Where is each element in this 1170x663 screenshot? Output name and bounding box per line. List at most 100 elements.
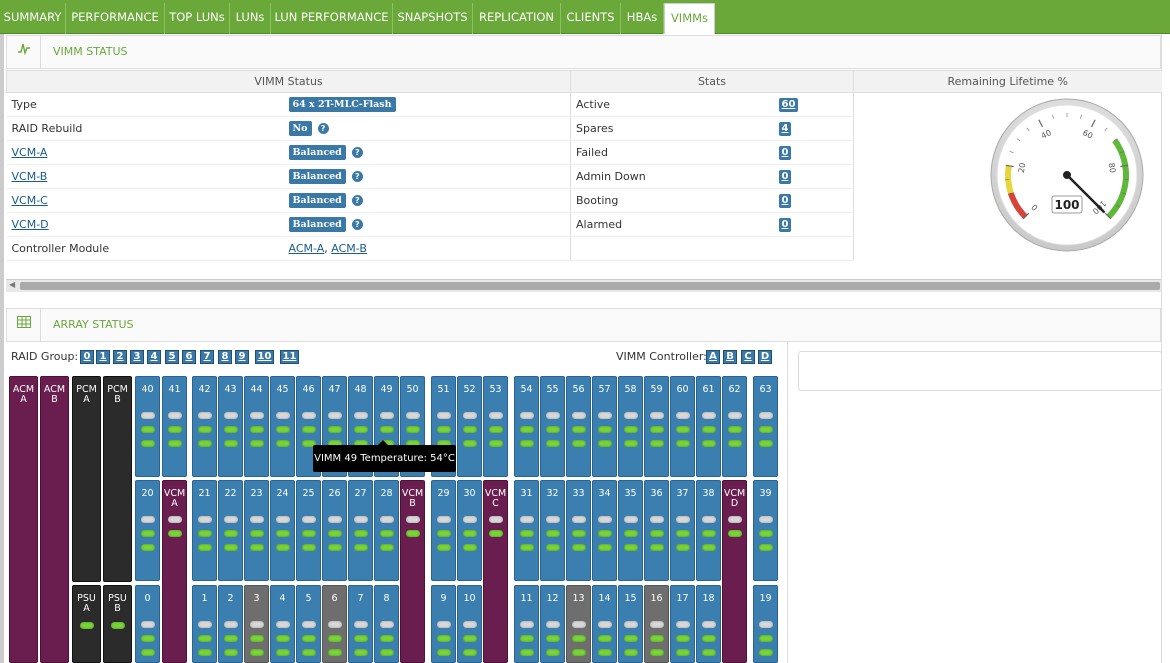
vimm-slot[interactable]: 39 — [753, 480, 778, 581]
vimm-controller-button[interactable]: B — [723, 350, 737, 364]
vimm-slot[interactable]: 62 — [722, 376, 747, 477]
vimm-slot[interactable]: 1 — [192, 585, 217, 663]
vimm-slot[interactable]: 28 — [374, 480, 399, 581]
vimm-slot[interactable]: 63 — [753, 376, 778, 477]
stat-admin-down-value[interactable]: 0 — [778, 170, 792, 184]
raid-group-button[interactable]: 8 — [218, 350, 232, 364]
vimm-slot[interactable]: 31 — [514, 480, 539, 581]
scrollbar-thumb[interactable] — [20, 282, 1160, 290]
vimm-slot[interactable]: 37 — [670, 480, 695, 581]
vimm-slot[interactable]: 40 — [135, 376, 160, 477]
vimm-slot[interactable]: 17 — [670, 585, 695, 663]
raid-group-button[interactable]: 5 — [165, 350, 179, 364]
vcm-a-link[interactable]: VCM-A — [11, 146, 48, 159]
vimm-slot[interactable]: 54 — [514, 376, 539, 477]
tab-performance[interactable]: PERFORMANCE — [66, 3, 165, 34]
vimm-slot[interactable]: 30 — [457, 480, 482, 581]
vimm-slot[interactable]: 58 — [618, 376, 643, 477]
vimm-slot[interactable]: 57 — [592, 376, 617, 477]
vimm-slot[interactable]: 12 — [540, 585, 565, 663]
acm-b-link[interactable]: ACM-B — [331, 242, 367, 255]
scroll-left-icon[interactable]: ◀ — [9, 280, 16, 289]
help-icon[interactable]: ? — [351, 170, 363, 182]
stat-active-value[interactable]: 60 — [778, 98, 799, 112]
tab-summary[interactable]: SUMMARY — [0, 3, 66, 34]
vcm-b-link[interactable]: VCM-B — [11, 170, 48, 183]
tab-hbas[interactable]: HBAs — [621, 3, 664, 34]
vcm-d-link[interactable]: VCM-D — [11, 218, 49, 231]
vcm-c-link[interactable]: VCM-C — [11, 194, 48, 207]
vimm-slot[interactable]: 9 — [431, 585, 456, 663]
vimm-slot[interactable]: 56 — [566, 376, 591, 477]
vimm-controller-button[interactable]: A — [706, 350, 720, 364]
tab-luns[interactable]: LUNs — [230, 3, 271, 34]
psu-a-module[interactable]: PSU A — [72, 585, 101, 663]
vimm-slot[interactable]: 52 — [457, 376, 482, 477]
raid-group-button[interactable]: 9 — [235, 350, 249, 364]
stat-alarmed-value[interactable]: 0 — [778, 218, 792, 232]
vimm-slot[interactable]: 20 — [135, 480, 160, 581]
acm-a-link[interactable]: ACM-A — [288, 242, 325, 255]
vcm-module[interactable]: VCM B — [400, 480, 425, 663]
vimm-slot[interactable]: 14 — [592, 585, 617, 663]
acm-a-module[interactable]: ACM A — [9, 376, 38, 663]
stat-booting-value[interactable]: 0 — [778, 194, 792, 208]
tab-clients[interactable]: CLIENTS — [561, 3, 621, 34]
tab-top-luns[interactable]: TOP LUNs — [165, 3, 230, 34]
vimm-slot[interactable]: 27 — [348, 480, 373, 581]
help-icon[interactable]: ? — [351, 218, 363, 230]
vimm-slot[interactable]: 21 — [192, 480, 217, 581]
vimm-slot[interactable]: 33 — [566, 480, 591, 581]
vimm-slot[interactable]: 5 — [296, 585, 321, 663]
raid-group-button[interactable]: 10 — [255, 350, 274, 364]
raid-group-button[interactable]: 11 — [280, 350, 299, 364]
vimm-slot[interactable]: 60 — [670, 376, 695, 477]
psu-b-module[interactable]: PSU B — [103, 585, 132, 663]
raid-group-button[interactable]: 4 — [147, 350, 161, 364]
pcm-a-module[interactable]: PCM A — [72, 376, 101, 582]
raid-group-button[interactable]: 6 — [182, 350, 196, 364]
tab-vimms[interactable]: VIMMs — [664, 3, 715, 34]
raid-group-button[interactable]: 0 — [80, 350, 94, 364]
vimm-slot[interactable]: 59 — [644, 376, 669, 477]
vimm-controller-button[interactable]: D — [758, 350, 772, 364]
vimm-slot[interactable]: 25 — [296, 480, 321, 581]
vimm-slot[interactable]: 44 — [244, 376, 269, 477]
vimm-slot[interactable]: 24 — [270, 480, 295, 581]
vimm-slot[interactable]: 42 — [192, 376, 217, 477]
tab-lun-performance[interactable]: LUN PERFORMANCE — [271, 3, 393, 34]
vimm-slot[interactable]: 2 — [218, 585, 243, 663]
vimm-slot[interactable]: 53 — [483, 376, 508, 477]
vimm-slot[interactable]: 7 — [348, 585, 373, 663]
vimm-slot[interactable]: 36 — [644, 480, 669, 581]
vimm-slot[interactable]: 26 — [322, 480, 347, 581]
vimm-slot[interactable]: 3 — [244, 585, 269, 663]
horizontal-scrollbar[interactable]: ◀ — [6, 279, 1161, 292]
pcm-b-module[interactable]: PCM B — [103, 376, 132, 582]
vimm-slot[interactable]: 13 — [566, 585, 591, 663]
vimm-slot[interactable]: 61 — [696, 376, 721, 477]
vimm-slot[interactable]: 18 — [696, 585, 721, 663]
vimm-slot[interactable]: 34 — [592, 480, 617, 581]
vimm-slot[interactable]: 0 — [135, 585, 160, 663]
tab-replication[interactable]: REPLICATION — [473, 3, 561, 34]
stat-spares-value[interactable]: 4 — [778, 122, 792, 136]
vimm-slot[interactable]: 45 — [270, 376, 295, 477]
raid-group-button[interactable]: 3 — [130, 350, 144, 364]
vimm-slot[interactable]: 16 — [644, 585, 669, 663]
vimm-slot[interactable]: 6 — [322, 585, 347, 663]
vimm-slot[interactable]: 8 — [374, 585, 399, 663]
vimm-controller-button[interactable]: C — [741, 350, 755, 364]
help-icon[interactable]: ? — [317, 122, 329, 134]
vimm-slot[interactable]: 19 — [753, 585, 778, 663]
tab-snapshots[interactable]: SNAPSHOTS — [393, 3, 473, 34]
vimm-slot[interactable]: 11 — [514, 585, 539, 663]
vimm-slot[interactable]: 35 — [618, 480, 643, 581]
help-icon[interactable]: ? — [351, 194, 363, 206]
vcm-module[interactable]: VCM A — [162, 480, 187, 663]
vimm-slot[interactable]: 22 — [218, 480, 243, 581]
vimm-slot[interactable]: 43 — [218, 376, 243, 477]
vimm-slot[interactable]: 23 — [244, 480, 269, 581]
vcm-module[interactable]: VCM C — [483, 480, 508, 663]
vcm-module[interactable]: VCM D — [722, 480, 747, 663]
